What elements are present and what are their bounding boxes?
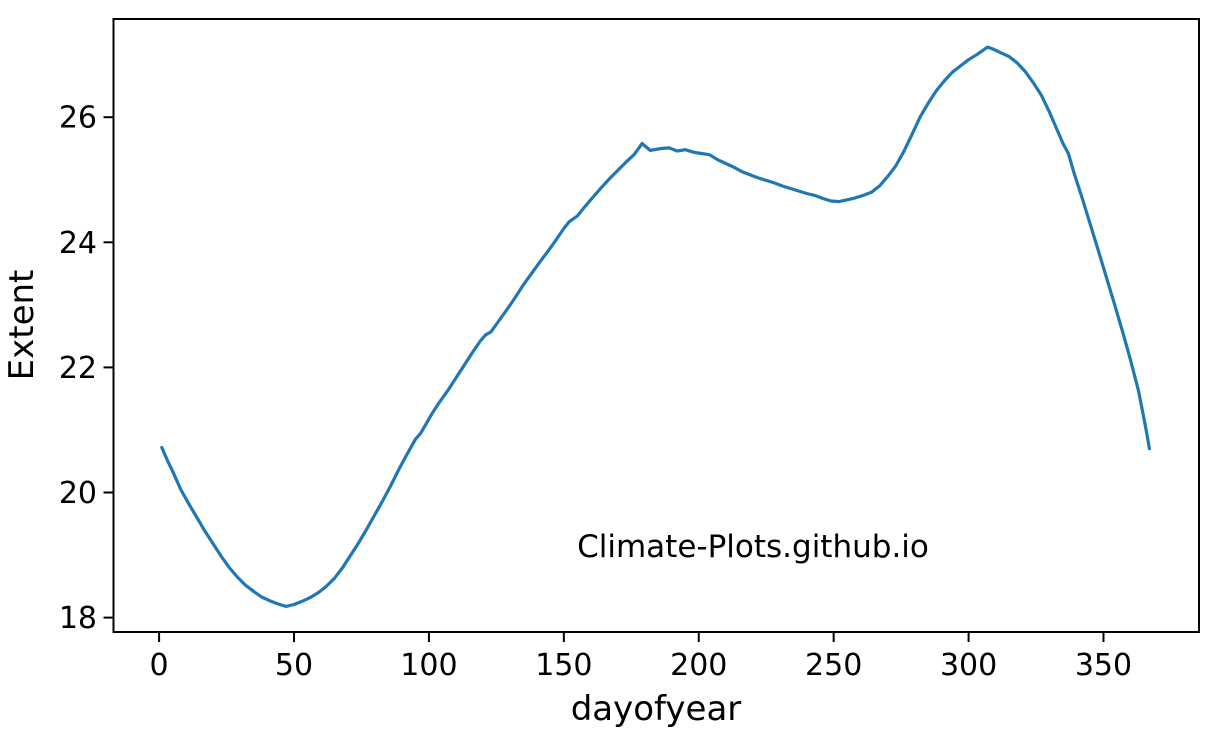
series-line-extent <box>160 45 1152 609</box>
x-tick-label: 50 <box>275 648 313 683</box>
plot-border <box>112 18 1200 633</box>
x-tick-label: 0 <box>150 648 169 683</box>
x-tick-label: 250 <box>805 648 862 683</box>
x-tick-label: 350 <box>1075 648 1132 683</box>
y-tick-label: 26 <box>59 101 97 136</box>
watermark-text: Climate-Plots.github.io <box>577 529 929 565</box>
x-tick-label: 300 <box>940 648 997 683</box>
x-tick-label: 200 <box>670 648 727 683</box>
x-tick-label: 100 <box>400 648 457 683</box>
x-axis-label: dayofyear <box>571 689 742 729</box>
y-tick-label: 20 <box>59 476 97 511</box>
y-tick-label: 18 <box>59 601 97 636</box>
x-tick-label: 150 <box>535 648 592 683</box>
y-tick-label: 24 <box>59 226 97 261</box>
y-axis-label: Extent <box>2 270 42 381</box>
y-tick-label: 22 <box>59 351 97 386</box>
